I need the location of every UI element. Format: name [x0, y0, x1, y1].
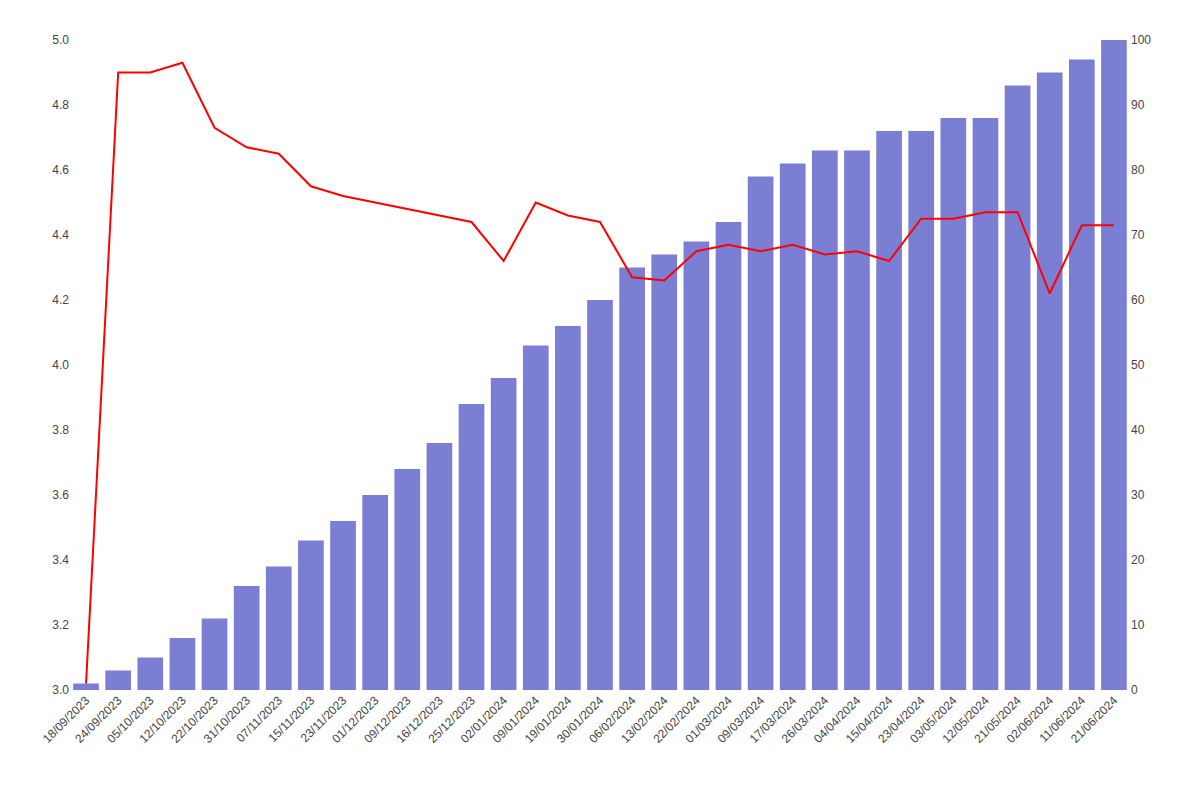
svg-text:12/05/2024: 12/05/2024 [939, 693, 992, 746]
svg-text:80: 80 [1131, 163, 1145, 177]
svg-text:3.8: 3.8 [52, 423, 69, 437]
svg-text:60: 60 [1131, 293, 1145, 307]
svg-text:05/10/2023: 05/10/2023 [104, 693, 157, 746]
svg-text:21/05/2024: 21/05/2024 [972, 693, 1025, 746]
svg-text:02/01/2024: 02/01/2024 [458, 693, 511, 746]
svg-text:26/03/2024: 26/03/2024 [779, 693, 832, 746]
svg-text:70: 70 [1131, 228, 1145, 242]
svg-text:17/03/2024: 17/03/2024 [747, 693, 800, 746]
svg-text:30/01/2024: 30/01/2024 [554, 693, 607, 746]
svg-text:4.6: 4.6 [52, 163, 69, 177]
svg-text:4.4: 4.4 [52, 228, 69, 242]
svg-text:22/10/2023: 22/10/2023 [169, 693, 222, 746]
svg-text:18/09/2023: 18/09/2023 [40, 693, 93, 746]
svg-text:15/04/2024: 15/04/2024 [843, 693, 896, 746]
svg-text:21/06/2024: 21/06/2024 [1068, 693, 1121, 746]
svg-text:4.2: 4.2 [52, 293, 69, 307]
svg-text:30: 30 [1131, 488, 1145, 502]
svg-text:90: 90 [1131, 98, 1145, 112]
svg-text:23/11/2023: 23/11/2023 [298, 693, 350, 745]
svg-text:25/12/2023: 25/12/2023 [426, 693, 479, 746]
svg-text:02/06/2024: 02/06/2024 [1004, 693, 1057, 746]
svg-text:22/02/2024: 22/02/2024 [650, 693, 703, 746]
svg-text:3.6: 3.6 [52, 488, 69, 502]
svg-text:10: 10 [1131, 618, 1145, 632]
svg-text:15/11/2023: 15/11/2023 [266, 693, 318, 745]
svg-text:01/03/2024: 01/03/2024 [682, 693, 735, 746]
svg-text:11/06/2024: 11/06/2024 [1036, 693, 1088, 745]
svg-text:01/12/2023: 01/12/2023 [329, 693, 382, 746]
svg-text:09/12/2023: 09/12/2023 [361, 693, 414, 746]
svg-text:07/11/2023: 07/11/2023 [233, 693, 285, 745]
svg-text:3.2: 3.2 [52, 618, 69, 632]
svg-text:09/01/2024: 09/01/2024 [490, 693, 543, 746]
svg-text:20: 20 [1131, 553, 1145, 567]
svg-text:19/01/2024: 19/01/2024 [522, 693, 575, 746]
svg-text:04/04/2024: 04/04/2024 [811, 693, 864, 746]
svg-text:50: 50 [1131, 358, 1145, 372]
svg-text:16/12/2023: 16/12/2023 [393, 693, 446, 746]
svg-text:06/02/2024: 06/02/2024 [586, 693, 639, 746]
svg-text:5.0: 5.0 [52, 33, 69, 47]
svg-text:03/05/2024: 03/05/2024 [907, 693, 960, 746]
svg-text:31/10/2023: 31/10/2023 [201, 693, 254, 746]
svg-text:4.0: 4.0 [52, 358, 69, 372]
svg-text:100: 100 [1131, 33, 1151, 47]
svg-text:40: 40 [1131, 423, 1145, 437]
svg-text:3.4: 3.4 [52, 553, 69, 567]
svg-text:3.0: 3.0 [52, 683, 69, 697]
svg-text:13/02/2024: 13/02/2024 [618, 693, 671, 746]
svg-text:4.8: 4.8 [52, 98, 69, 112]
svg-text:12/10/2023: 12/10/2023 [136, 693, 189, 746]
svg-text:23/04/2024: 23/04/2024 [875, 693, 928, 746]
svg-text:24/09/2023: 24/09/2023 [72, 693, 125, 746]
svg-text:0: 0 [1131, 683, 1138, 697]
svg-text:09/03/2024: 09/03/2024 [715, 693, 768, 746]
